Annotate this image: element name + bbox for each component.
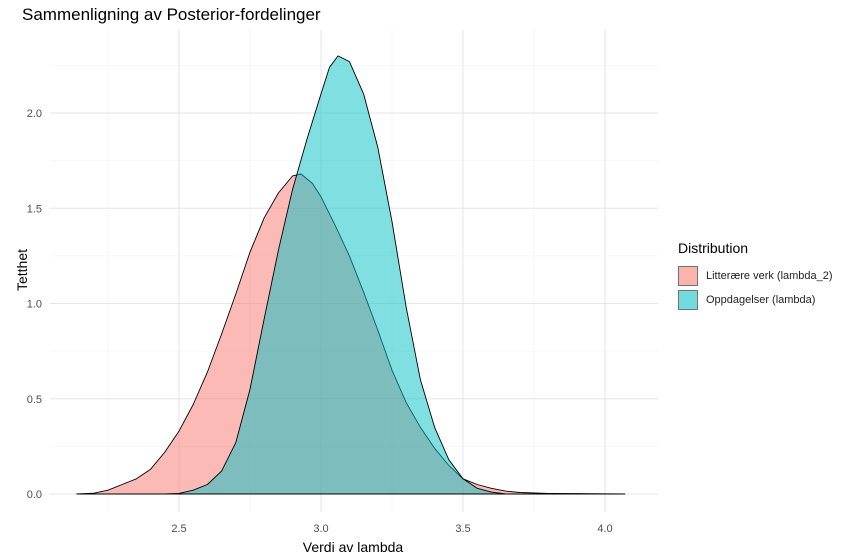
y-tick-label: 2.0 [27, 108, 42, 120]
x-tick-label: 3.5 [455, 523, 470, 535]
legend-title: Distribution [678, 240, 749, 256]
chart-title: Sammenligning av Posterior-fordelinger [22, 5, 321, 24]
y-tick-label: 0.5 [27, 394, 42, 406]
x-tick-label: 2.5 [171, 523, 186, 535]
legend-label-litteraere-verk: Litterære verk (lambda_2) [706, 270, 833, 282]
y-tick-label: 0.0 [27, 489, 42, 501]
legend-swatch-litteraere-verk [678, 266, 698, 286]
legend: Distribution Litterære verk (lambda_2) O… [678, 240, 833, 312]
x-tick-label: 3.0 [313, 523, 328, 535]
legend-item-oppdagelser: Oppdagelser (lambda) [678, 288, 833, 312]
x-tick-label: 4.0 [597, 523, 612, 535]
legend-item-litteraere-verk: Litterære verk (lambda_2) [678, 264, 833, 288]
density-area-oppdagelser [164, 55, 507, 495]
axis-tick-labels: 2.5 3.0 3.5 4.0 0.0 0.5 1.0 1.5 2.0 [27, 108, 613, 535]
x-axis-label: Verdi av lambda [302, 539, 404, 555]
y-tick-label: 1.0 [27, 299, 42, 311]
y-tick-label: 1.5 [27, 203, 42, 215]
legend-label-oppdagelser: Oppdagelser (lambda) [706, 294, 816, 306]
legend-swatch-oppdagelser [678, 290, 698, 310]
density-areas [76, 55, 626, 495]
